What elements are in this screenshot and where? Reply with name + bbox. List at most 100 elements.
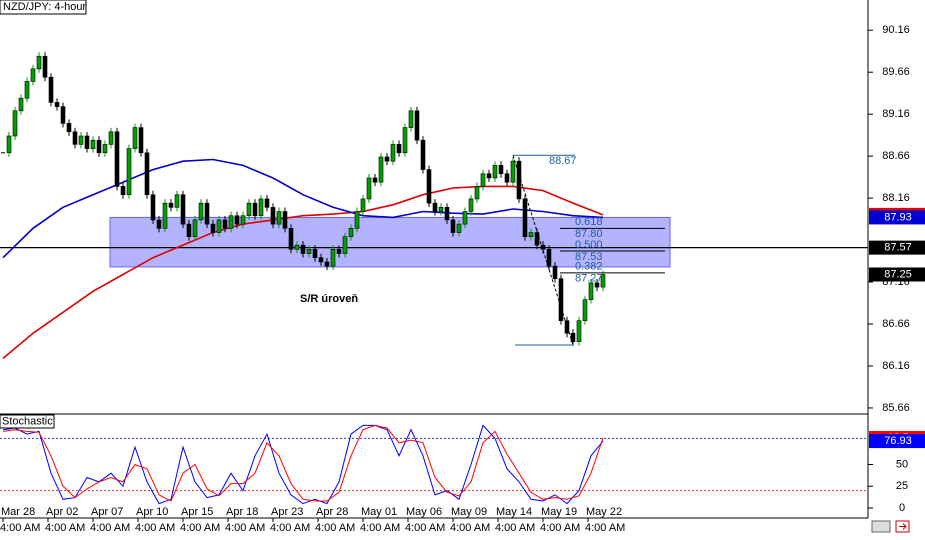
- candle: [264, 198, 270, 208]
- candle: [540, 244, 546, 250]
- candle: [366, 177, 372, 200]
- candle: [474, 186, 480, 200]
- candle: [6, 135, 12, 154]
- panel-title: Stochastic: [2, 415, 53, 427]
- candle: [378, 156, 384, 183]
- candle: [408, 110, 414, 128]
- x-tick-time: 4:00 AM: [495, 522, 535, 534]
- candle: [90, 139, 96, 149]
- candle: [216, 219, 222, 233]
- sr-zone: [109, 216, 671, 268]
- fib-ratio: 0.500: [575, 239, 603, 251]
- panel-title-box: [0, 414, 55, 429]
- candle: [396, 144, 402, 154]
- candle: [498, 165, 504, 175]
- candle: [30, 68, 36, 82]
- x-tick-label: May 09: [451, 506, 487, 518]
- fib-trend: [512, 155, 574, 346]
- x-tick-label: Apr 15: [181, 506, 213, 518]
- x-tick-time: 4:00 AM: [135, 522, 175, 534]
- candle: [336, 249, 342, 254]
- candle: [162, 202, 168, 229]
- candle: [288, 228, 294, 250]
- candle: [144, 152, 150, 196]
- ma-price: 87.93: [884, 211, 912, 223]
- candle: [372, 177, 378, 183]
- title-box: [0, 0, 87, 15]
- candle: [528, 232, 534, 238]
- candle: [504, 173, 510, 183]
- candle: [252, 202, 258, 217]
- candle: [534, 232, 540, 246]
- candle: [432, 202, 438, 212]
- candle: [360, 198, 366, 212]
- moving-average: [2, 185, 604, 360]
- shift-arrow: [899, 523, 907, 530]
- last-price-box: [869, 267, 925, 282]
- candle: [414, 110, 420, 141]
- candle: [324, 261, 330, 267]
- candle: [186, 223, 192, 238]
- candle: [192, 219, 198, 238]
- fib-label: 88.67: [549, 155, 577, 167]
- candle: [138, 127, 144, 154]
- candle: [486, 173, 492, 179]
- candle: [126, 148, 132, 196]
- x-tick-label: Apr 18: [226, 506, 258, 518]
- candle: [438, 207, 444, 212]
- candle: [318, 257, 324, 263]
- candle: [234, 215, 240, 225]
- x-tick-time: 4:00 AM: [450, 522, 490, 534]
- candle: [60, 106, 66, 124]
- candle: [108, 131, 114, 145]
- candle: [444, 207, 450, 221]
- x-tick-label: Apr 28: [316, 506, 348, 518]
- stoch-value: 76.93: [884, 435, 912, 447]
- candle: [570, 332, 576, 342]
- candle: [330, 249, 336, 267]
- y-tick-label: 88.16: [882, 192, 910, 204]
- candle: [258, 198, 264, 217]
- x-tick-label: May 14: [496, 506, 532, 518]
- candle: [480, 173, 486, 187]
- candle: [270, 207, 276, 225]
- candle: [36, 55, 42, 70]
- candle: [564, 320, 570, 334]
- x-tick-time: 4:00 AM: [315, 522, 355, 534]
- candle: [204, 202, 210, 225]
- candle: [420, 139, 426, 170]
- stoch-value-box: [869, 434, 925, 449]
- moving-average: [2, 158, 604, 259]
- fib-price: 87.80: [575, 228, 603, 240]
- y-tick-label: 89.16: [882, 108, 910, 120]
- candle: [582, 299, 588, 321]
- x-tick-label: May 01: [361, 506, 397, 518]
- candle: [462, 211, 468, 225]
- x-tick-time: 4:00 AM: [270, 522, 310, 534]
- candle: [66, 123, 72, 133]
- x-tick-label: May 06: [406, 506, 442, 518]
- y-tick-label: 0: [899, 502, 905, 514]
- y-tick-label: 50: [896, 458, 908, 470]
- candle: [546, 249, 552, 267]
- level-price-box: [869, 240, 925, 255]
- candle: [228, 215, 234, 229]
- x-tick-time: 4:00 AM: [405, 522, 445, 534]
- y-tick-label: 89.66: [882, 66, 910, 78]
- annotation: S/R úroveň: [300, 293, 358, 305]
- x-tick-label: Apr 10: [136, 506, 168, 518]
- candle: [180, 194, 186, 225]
- fib-ratio: 0.382: [575, 261, 603, 273]
- y-tick-label: 86.66: [882, 318, 910, 330]
- candle: [468, 198, 474, 212]
- stoch-line: [2, 424, 604, 502]
- x-tick-time: 4:00 AM: [585, 522, 625, 534]
- candle: [522, 198, 528, 238]
- stoch-line: [2, 424, 604, 505]
- scroll-icon[interactable]: [871, 520, 891, 533]
- candle: [600, 274, 606, 288]
- y-tick-label: 86.16: [882, 360, 910, 372]
